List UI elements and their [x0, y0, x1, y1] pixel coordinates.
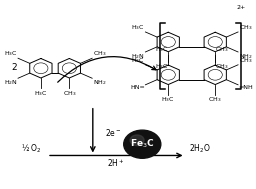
Text: H$_3$C: H$_3$C — [155, 63, 168, 71]
Text: H$_3$C: H$_3$C — [155, 45, 168, 54]
Text: NH$_2$: NH$_2$ — [93, 78, 106, 88]
Text: CH$_3$: CH$_3$ — [208, 95, 222, 104]
Text: CH$_3$: CH$_3$ — [215, 45, 229, 54]
Text: =NH: =NH — [238, 85, 253, 90]
Text: 2e$^-$: 2e$^-$ — [105, 126, 122, 138]
Text: CH$_3$: CH$_3$ — [239, 56, 252, 64]
Circle shape — [124, 130, 161, 158]
Text: NH$_2$: NH$_2$ — [239, 52, 252, 61]
Text: H$_3$C: H$_3$C — [34, 89, 48, 98]
Text: CH$_3$: CH$_3$ — [215, 63, 229, 71]
Text: 2: 2 — [11, 63, 16, 72]
Text: HN=: HN= — [131, 85, 145, 90]
Text: CH$_3$: CH$_3$ — [239, 23, 252, 32]
Text: H$_3$C: H$_3$C — [4, 49, 17, 58]
Circle shape — [130, 135, 144, 146]
Text: H$_2$N: H$_2$N — [4, 78, 17, 88]
Text: 2H$_2$O: 2H$_2$O — [189, 143, 211, 155]
Text: 2H$^+$: 2H$^+$ — [108, 157, 125, 169]
Text: H$_3$C: H$_3$C — [161, 95, 175, 104]
Text: 2+: 2+ — [237, 5, 246, 10]
Text: H$_3$C: H$_3$C — [131, 23, 145, 32]
Text: H$_3$C: H$_3$C — [131, 56, 145, 64]
Text: H$_2$N: H$_2$N — [131, 52, 145, 61]
FancyArrowPatch shape — [58, 57, 156, 82]
Text: ½ O$_2$: ½ O$_2$ — [20, 143, 41, 155]
Text: CH$_3$: CH$_3$ — [62, 89, 76, 98]
Text: Fe$_3$C: Fe$_3$C — [130, 138, 155, 150]
Text: CH$_3$: CH$_3$ — [93, 49, 106, 58]
